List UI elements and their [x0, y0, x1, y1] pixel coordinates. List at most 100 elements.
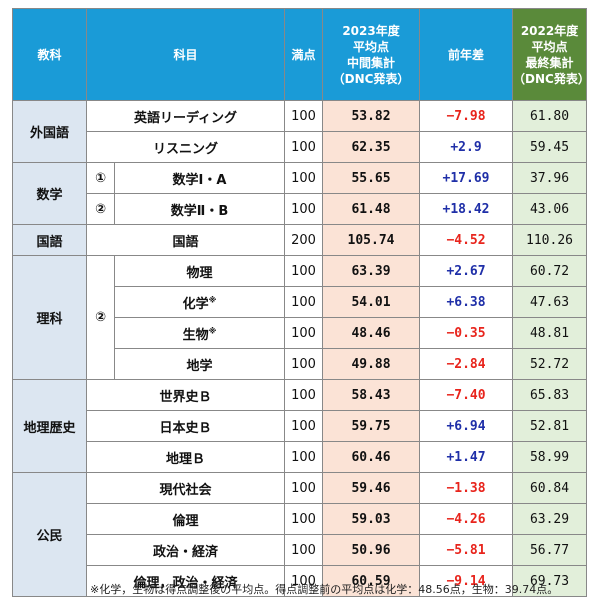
diff-cell: −4.26: [419, 503, 514, 535]
note-mark: ※: [208, 326, 217, 336]
avg-2022-cell: 61.80: [512, 100, 588, 132]
selection-marker: ②: [86, 255, 115, 380]
avg-2023-cell: 53.82: [322, 100, 421, 132]
diff-cell: +6.94: [419, 410, 514, 442]
diff-cell: +18.42: [419, 193, 514, 225]
full-marks-cell: 100: [284, 472, 324, 504]
table-row: 数学 ① 数学Ⅰ・A 100 55.65 +17.69 37.96: [12, 162, 588, 225]
table-row: リスニング 100 62.35 +2.9 59.45: [13, 131, 588, 163]
table-row: 地理Ｂ 100 60.46 +1.47 58.99: [13, 441, 588, 473]
avg-2022-cell: 56.77: [512, 534, 588, 566]
subject-label: 地学: [186, 358, 213, 374]
full-marks-cell: 100: [284, 410, 324, 442]
subject-cell: 英語リーディング: [85, 100, 286, 132]
diff-cell: −9.14: [419, 565, 514, 597]
avg-2022-cell: 48.81: [512, 317, 588, 349]
avg-2022-cell: 58.99: [512, 441, 588, 473]
subject-cell: 地学: [113, 348, 286, 380]
avg-2023-cell: 55.65: [322, 162, 421, 194]
avg-2023-cell: 58.43: [322, 379, 421, 411]
table-row: 地理歴史 世界史Ｂ 100 58.43 −7.40 65.83: [12, 379, 588, 473]
avg-2023-cell: 62.35: [322, 131, 421, 163]
avg-2023-cell: 48.46: [322, 317, 421, 349]
avg-2023-cell: 61.48: [322, 193, 421, 225]
avg-2023-cell: 59.75: [322, 410, 421, 442]
subject-cell: 数学Ⅰ・A: [113, 162, 286, 194]
category-cell: 国語: [12, 224, 87, 256]
diff-cell: −2.84: [419, 348, 514, 380]
subject-cell: 生物※: [113, 317, 286, 349]
table-row: 理科 ② 物理 100 63.39 +2.67 60.72: [12, 255, 588, 380]
selection-marker: ②: [86, 193, 115, 225]
full-marks-cell: 100: [284, 565, 324, 597]
avg-2022-cell: 52.72: [512, 348, 588, 380]
table-row: 倫理，政治・経済 100 60.59 −9.14 69.73: [13, 565, 588, 597]
avg-2022-cell: 52.81: [512, 410, 588, 442]
category-cell: 外国語: [12, 100, 87, 163]
header-row: 教科 科目 満点 2023年度 平均点 中間集計 （DNC発表） 前年差 202…: [12, 8, 588, 101]
subject-cell: リスニング: [85, 131, 286, 163]
header-avg-2023-line: 平均点: [353, 39, 390, 54]
diff-cell: +2.9: [419, 131, 514, 163]
diff-cell: −7.98: [419, 100, 514, 132]
avg-2022-cell: 37.96: [512, 162, 588, 194]
diff-cell: −0.35: [419, 317, 514, 349]
table-row: 公民 現代社会 100 59.46 −1.38 60.84: [12, 472, 588, 597]
full-marks-cell: 100: [284, 286, 324, 318]
header-subject: 科目: [85, 8, 286, 101]
footnote: ※化学，生物は得点調整後の平均点。得点調整前の平均点は化学：48.56点，生物：…: [90, 583, 559, 596]
table-row: 地学 100 49.88 −2.84 52.72: [13, 348, 588, 380]
avg-2023-cell: 60.59: [322, 565, 421, 597]
subject-cell: 日本史Ｂ: [85, 410, 286, 442]
full-marks-cell: 100: [284, 100, 324, 132]
subject-cell: 現代社会: [85, 472, 286, 504]
diff-cell: +6.38: [419, 286, 514, 318]
avg-2022-cell: 60.72: [512, 255, 588, 287]
header-full-marks: 満点: [284, 8, 324, 101]
avg-2022-cell: 63.29: [512, 503, 588, 535]
subject-cell: 世界史Ｂ: [85, 379, 286, 411]
category-cell: 理科: [12, 255, 87, 380]
table-row: 倫理 100 59.03 −4.26 63.29: [13, 503, 588, 535]
table-row: 国語 国語 200 105.74 −4.52 110.26: [12, 224, 588, 256]
subject-cell: 国語: [85, 224, 286, 256]
subject-cell: 化学※: [113, 286, 286, 318]
diff-cell: −7.40: [419, 379, 514, 411]
header-diff: 前年差: [419, 8, 514, 101]
table-row: 日本史Ｂ 100 59.75 +6.94 52.81: [13, 410, 588, 442]
subject-cell: 倫理: [85, 503, 286, 535]
avg-2023-cell: 59.46: [322, 472, 421, 504]
subject-label: 生物: [182, 327, 209, 343]
header-avg-2022: 2022年度 平均点 最終集計 （DNC発表）: [512, 8, 588, 101]
header-avg-2022-line: 最終集計: [525, 55, 574, 70]
subject-cell: 地理Ｂ: [85, 441, 286, 473]
header-avg-2022-line: （DNC発表）: [513, 71, 587, 86]
diff-cell: −4.52: [419, 224, 514, 256]
subject-cell: 数学Ⅱ・B: [113, 193, 286, 225]
full-marks-cell: 100: [284, 193, 324, 225]
full-marks-cell: 100: [284, 255, 324, 287]
avg-2023-cell: 59.03: [322, 503, 421, 535]
full-marks-cell: 200: [284, 224, 324, 256]
subject-cell: 倫理，政治・経済: [85, 565, 286, 597]
table-row: 化学※ 100 54.01 +6.38 47.63: [13, 286, 588, 318]
avg-2022-cell: 69.73: [512, 565, 588, 597]
full-marks-cell: 100: [284, 348, 324, 380]
avg-2022-cell: 60.84: [512, 472, 588, 504]
results-table-container: 教科 科目 満点 2023年度 平均点 中間集計 （DNC発表） 前年差 202…: [12, 8, 588, 597]
full-marks-cell: 100: [284, 162, 324, 194]
selection-marker: ①: [86, 162, 115, 194]
table-row: 生物※ 100 48.46 −0.35 48.81: [13, 317, 588, 349]
avg-2022-cell: 43.06: [512, 193, 588, 225]
diff-cell: −1.38: [419, 472, 514, 504]
full-marks-cell: 100: [284, 534, 324, 566]
full-marks-cell: 100: [284, 503, 324, 535]
header-avg-2023-line: 2023年度: [342, 23, 400, 38]
avg-2022-cell: 110.26: [512, 224, 588, 256]
diff-cell: +17.69: [419, 162, 514, 194]
table-row: ② 数学Ⅱ・B 100 61.48 +18.42 43.06: [13, 193, 588, 225]
header-avg-2023: 2023年度 平均点 中間集計 （DNC発表）: [322, 8, 421, 101]
subject-cell: 政治・経済: [85, 534, 286, 566]
average-score-table: 教科 科目 満点 2023年度 平均点 中間集計 （DNC発表） 前年差 202…: [12, 8, 588, 597]
header-avg-2022-line: 平均点: [531, 39, 568, 54]
